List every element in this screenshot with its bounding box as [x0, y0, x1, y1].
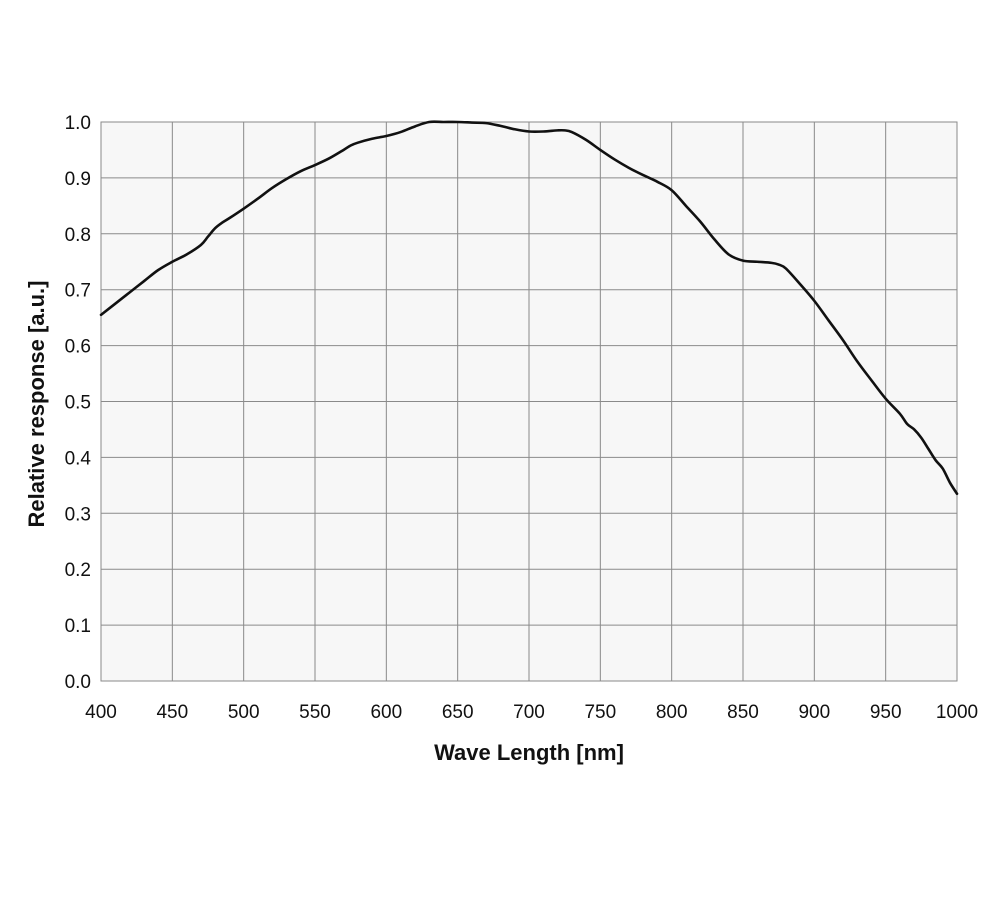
- x-tick-label: 600: [370, 702, 402, 723]
- x-tick-label: 850: [727, 702, 759, 723]
- x-tick-label: 1000: [936, 702, 978, 723]
- y-tick-label: 0.7: [65, 281, 91, 302]
- y-tick-label: 0.3: [65, 504, 91, 525]
- series-line-0: [99, 120, 959, 496]
- x-tick-label: 900: [798, 702, 830, 723]
- y-tick-label: 0.5: [65, 393, 91, 414]
- x-tick-label: 500: [228, 702, 260, 723]
- x-tick-label: 400: [85, 702, 117, 723]
- y-tick-label: 0.0: [65, 672, 91, 693]
- x-tick-label: 800: [656, 702, 688, 723]
- x-tick-label: 650: [442, 702, 474, 723]
- y-tick-labels: 0.0 0.1 0.2 0.3 0.4 0.5 0.6 0.7 0.8 0.9 1.0: [65, 113, 92, 693]
- plot-frame: [100, 121, 958, 682]
- y-tick-label: 0.1: [65, 616, 91, 637]
- y-tick-label: 0.2: [65, 560, 91, 581]
- y-tick-label: 0.4: [65, 448, 92, 469]
- y-axis-title: Relative response [a.u.]: [24, 281, 49, 528]
- grid: [100, 121, 958, 682]
- x-tick-label: 550: [299, 702, 331, 723]
- series-group: [99, 120, 959, 496]
- y-tick-label: 0.9: [65, 169, 91, 190]
- y-tick-label: 1.0: [65, 113, 91, 134]
- x-axis-title: Wave Length [nm]: [434, 740, 624, 765]
- y-tick-label: 0.6: [65, 337, 91, 358]
- x-tick-label: 700: [513, 702, 545, 723]
- x-tick-labels: 400 450 500 550 600 650 700 750 800 850 900 950 1000: [85, 702, 978, 723]
- y-tick-label: 0.8: [65, 225, 91, 246]
- x-tick-label: 950: [870, 702, 902, 723]
- x-tick-label: 750: [584, 702, 616, 723]
- x-tick-label: 450: [156, 702, 188, 723]
